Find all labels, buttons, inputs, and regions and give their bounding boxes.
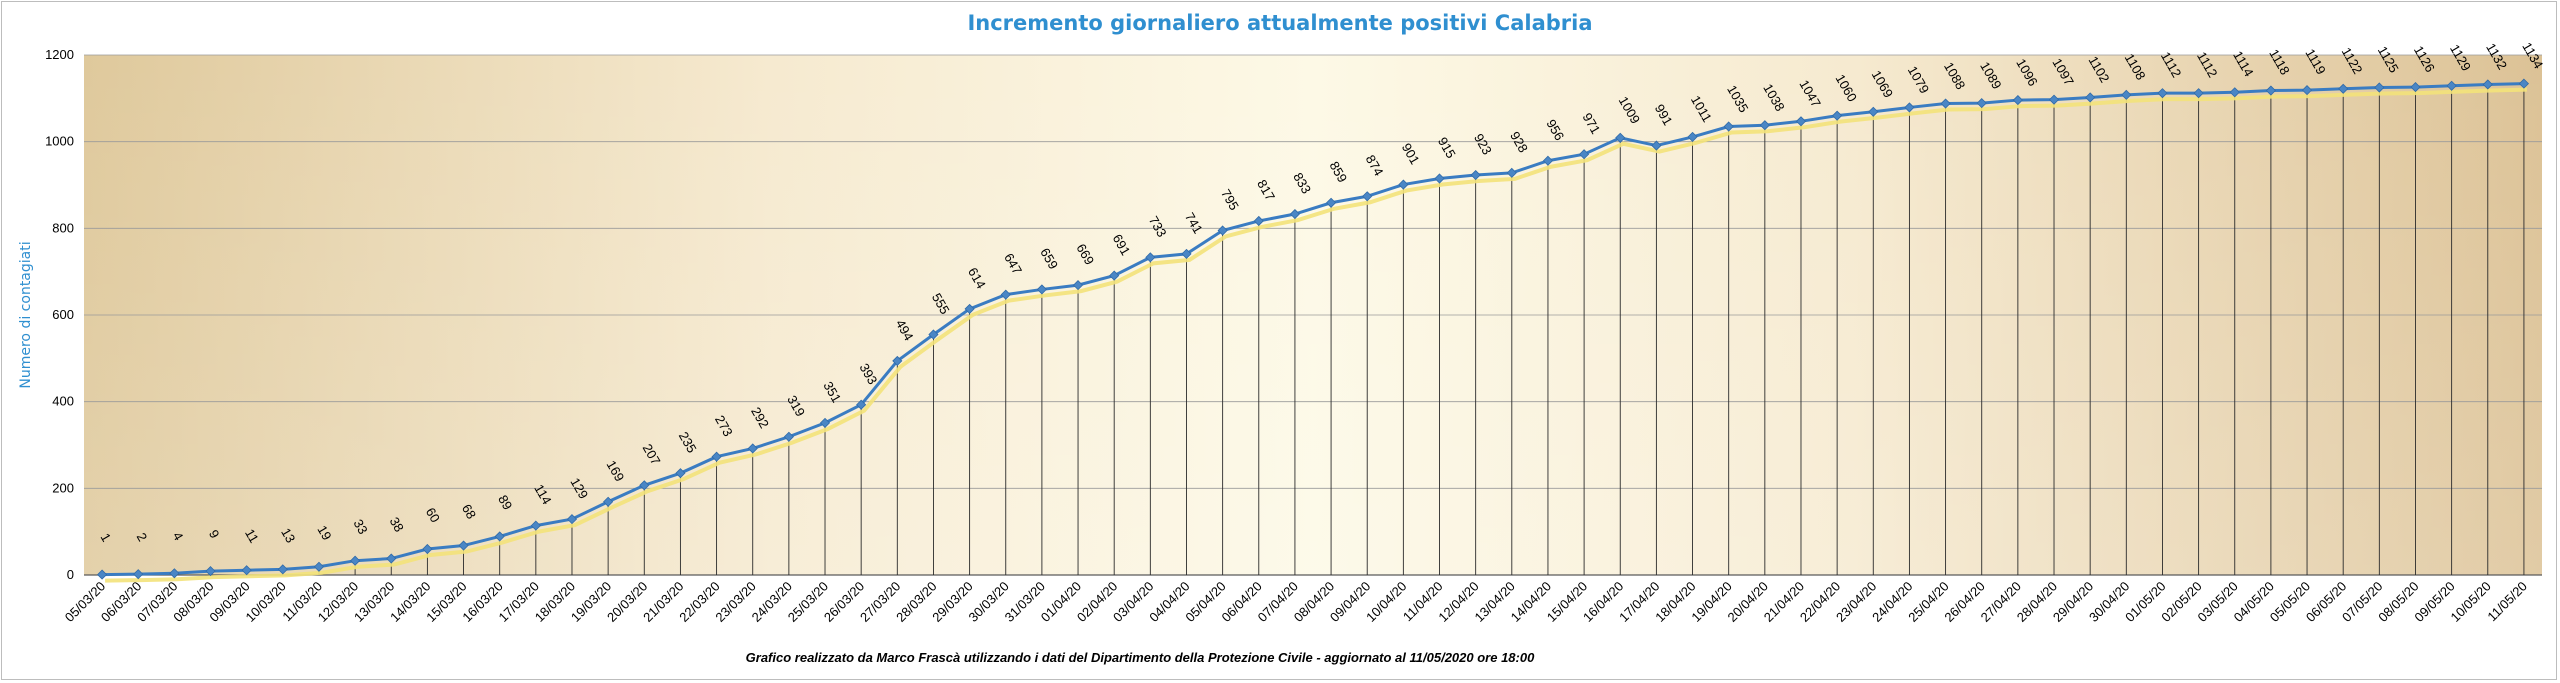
- y-tick-label: 600: [52, 307, 74, 322]
- data-point: [422, 543, 433, 555]
- data-point: [1000, 289, 1011, 300]
- data-point: [1109, 270, 1120, 281]
- data-point: [928, 329, 939, 340]
- data-point: [1940, 98, 1951, 109]
- data-point: [1795, 116, 1807, 127]
- data-point: [1289, 208, 1300, 220]
- data-label: 60: [423, 505, 443, 525]
- data-point: [1362, 191, 1373, 202]
- data-point: [1145, 252, 1156, 263]
- y-tick-label: 0: [67, 567, 74, 582]
- data-point: [1832, 110, 1843, 121]
- data-point: [1976, 98, 1987, 109]
- data-point: [639, 480, 650, 491]
- data-point: [1615, 132, 1626, 143]
- data-point: [1868, 106, 1879, 117]
- data-point: [1759, 120, 1770, 131]
- data-label: 33: [351, 517, 371, 537]
- data-point: [494, 531, 505, 542]
- chart-title: Incremento giornaliero attualmente posit…: [967, 11, 1592, 35]
- data-point: [1470, 169, 1481, 181]
- data-point: [566, 514, 578, 525]
- data-point: [856, 399, 867, 410]
- data-point: [1181, 248, 1192, 259]
- data-point: [1579, 149, 1590, 160]
- y-tick-label: 400: [52, 394, 74, 409]
- data-point: [2085, 92, 2096, 103]
- gridlines: [84, 54, 2542, 576]
- data-point: [819, 417, 831, 428]
- x-tick-label: 10/03/20: [243, 579, 289, 625]
- data-point: [313, 561, 325, 572]
- data-point: [603, 496, 614, 507]
- drop-lines: [101, 83, 2525, 575]
- data-point: [2229, 87, 2240, 98]
- data-point: [2301, 85, 2313, 96]
- data-point: [747, 443, 758, 454]
- data-point: [169, 568, 180, 579]
- data-point: [2482, 79, 2493, 90]
- data-point: [2157, 88, 2168, 99]
- data-point: [1398, 179, 1409, 190]
- series-line: [102, 82, 2524, 577]
- data-point: [1072, 280, 1084, 291]
- y-axis-label: Numero di contagiati: [18, 241, 34, 388]
- y-tick-label: 200: [52, 480, 74, 495]
- x-tick-label: 10/04/20: [1363, 579, 1409, 625]
- data-point: [1687, 131, 1698, 142]
- y-tick-label: 800: [52, 220, 74, 235]
- data-point: [277, 564, 288, 575]
- data-point: [350, 555, 361, 566]
- data-point: [2048, 94, 2060, 105]
- x-axis-ticks: 05/03/2006/03/2007/03/2008/03/2009/03/20…: [62, 579, 2530, 625]
- y-axis-ticks: 0 200 400 600 800 1000 1200: [45, 47, 74, 582]
- data-point: [1904, 102, 1915, 113]
- data-point: [1651, 140, 1662, 151]
- data-point: [386, 553, 397, 564]
- data-point: [2410, 82, 2421, 93]
- data-point: [2012, 95, 2023, 106]
- data-point: [2518, 78, 2529, 89]
- data-point: [458, 540, 469, 551]
- x-tick-label: 10/05/20: [2448, 579, 2494, 625]
- data-point: [2374, 82, 2385, 93]
- data-point: [711, 451, 722, 462]
- data-point: [1506, 167, 1517, 178]
- chart-footer: Grafico realizzato da Marco Frascà utili…: [746, 650, 1535, 665]
- series-shadow-line: [105, 87, 2527, 583]
- data-point: [1723, 121, 1734, 132]
- y-tick-label: 1000: [45, 134, 74, 149]
- data-label: 13: [278, 525, 298, 545]
- data-point: [1434, 173, 1445, 184]
- data-point: [133, 569, 144, 580]
- data-point: [1217, 225, 1228, 236]
- data-points: [97, 78, 2529, 580]
- data-point: [2338, 83, 2349, 94]
- data-point: [1542, 155, 1554, 166]
- data-label: 68: [459, 502, 479, 522]
- data-point: [783, 431, 794, 442]
- data-label: 89: [495, 492, 515, 512]
- data-point: [675, 468, 686, 479]
- data-point: [1253, 215, 1264, 227]
- data-point: [964, 303, 975, 314]
- data-label: 38: [387, 515, 407, 535]
- data-point: [205, 566, 216, 577]
- data-point: [2446, 80, 2457, 91]
- y-tick-label: 1200: [45, 47, 74, 62]
- data-label: 19: [314, 523, 334, 543]
- x-tick-label: 11/05/20: [2484, 579, 2530, 625]
- data-point: [1036, 284, 1047, 295]
- data-label: 11: [242, 526, 262, 545]
- data-point: [2121, 89, 2132, 100]
- data-point: [2193, 88, 2204, 99]
- data-point: [241, 565, 252, 576]
- data-point: [530, 520, 541, 531]
- data-point: [1326, 197, 1337, 208]
- data-point: [97, 569, 108, 580]
- data-point: [892, 355, 903, 366]
- data-point: [2265, 85, 2276, 96]
